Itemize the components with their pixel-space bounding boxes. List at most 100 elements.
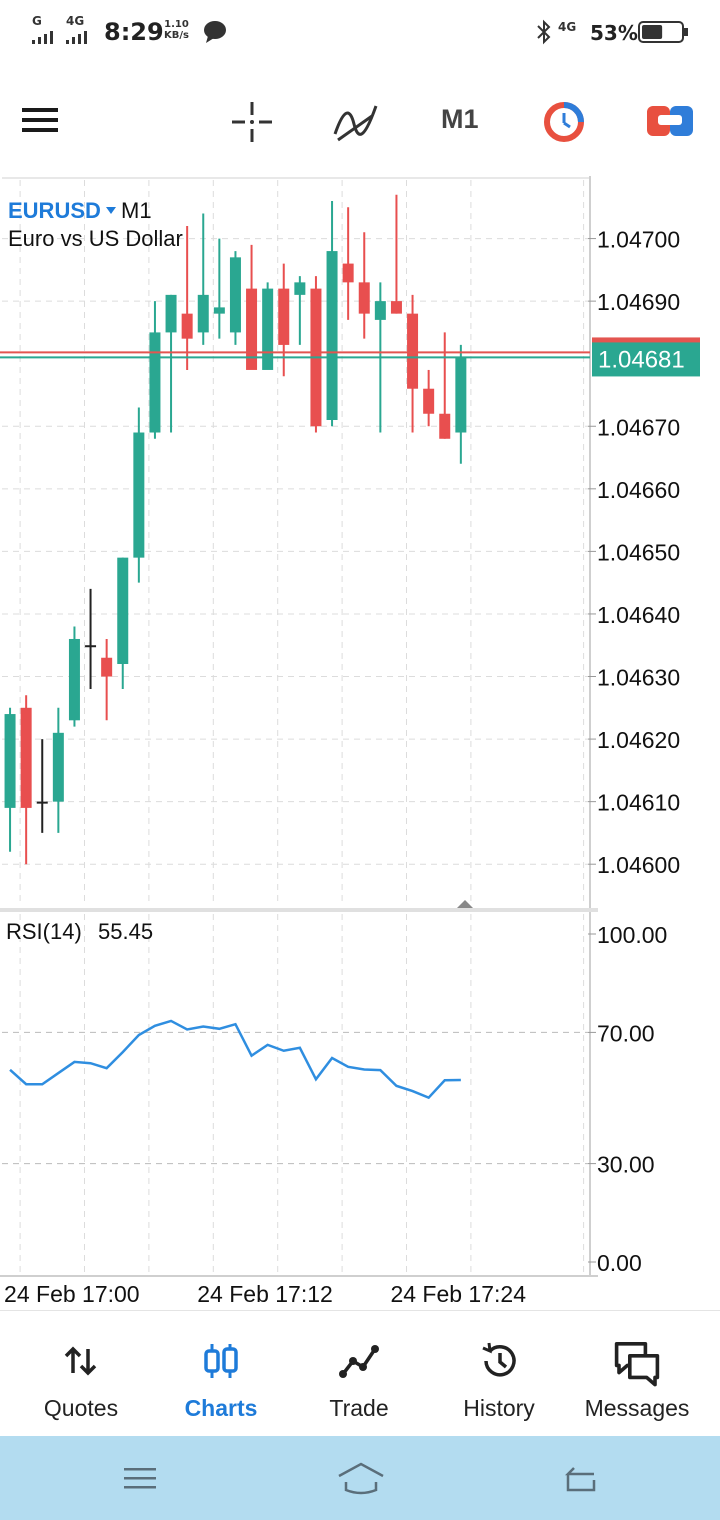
candle-body <box>342 263 354 283</box>
candle-body <box>246 288 258 370</box>
rsi-panel[interactable]: 100.00 70.00 30.00 0.00 RSI(14) 55.45 <box>0 912 667 1277</box>
nav-trade-label: Trade <box>329 1395 389 1421</box>
candle <box>36 739 48 833</box>
candle-body <box>85 645 97 648</box>
candle-body <box>455 357 467 433</box>
candle-body <box>358 282 370 314</box>
chart-area[interactable]: 1.04700 1.04690 1.04670 1.04660 1.04650 1.046… <box>0 176 720 1310</box>
candle-body <box>213 307 225 314</box>
nav-quotes[interactable]: Quotes <box>11 1311 151 1437</box>
candle <box>181 226 193 370</box>
candle-body <box>68 638 80 721</box>
candle-body <box>326 251 338 420</box>
rsi-line <box>9 1019 461 1100</box>
candle-body <box>133 432 145 558</box>
status-bar: G 4G 8:29 1.10 KB/s 4G 53% <box>0 0 720 64</box>
candle <box>390 194 402 314</box>
candle-body <box>181 313 193 339</box>
trade-toggle-icon[interactable] <box>646 104 694 138</box>
clock-time: 8:29 <box>104 18 164 46</box>
back-icon[interactable] <box>560 1462 600 1496</box>
candle-body <box>439 413 451 439</box>
candle <box>342 207 354 320</box>
price-chart-panel[interactable]: 1.04700 1.04690 1.04670 1.04660 1.04650 1.046… <box>0 176 700 909</box>
crosshair-icon[interactable] <box>230 100 274 144</box>
candle <box>294 276 306 345</box>
nav-history-label: History <box>463 1395 535 1421</box>
speed-value: 1.10 <box>164 19 189 30</box>
candle-body <box>20 707 32 808</box>
candle-body <box>117 557 129 664</box>
network-type-2: 4G <box>66 14 85 28</box>
price-axis-label: 1.04640 <box>597 602 680 628</box>
signal-icon-2 <box>66 31 87 44</box>
nav-charts-label: Charts <box>184 1395 258 1421</box>
candle-body <box>374 301 386 320</box>
candle <box>358 232 370 339</box>
rsi-current-value: 55.45 <box>98 919 153 944</box>
candle <box>85 588 97 690</box>
candle <box>439 332 451 439</box>
price-axis-label: 1.04630 <box>597 665 680 691</box>
panel-resize-handle-icon[interactable] <box>456 900 474 909</box>
trade-icon <box>339 1345 379 1378</box>
time-axis-label: 24 Feb 17:12 <box>197 1281 333 1307</box>
symbol-dropdown-icon[interactable] <box>106 207 116 214</box>
price-axis-label: 1.04610 <box>597 790 680 816</box>
menu-icon[interactable] <box>20 104 60 136</box>
candle <box>229 251 241 345</box>
chart-toolbar: M1 <box>0 76 720 168</box>
home-icon[interactable] <box>336 1460 386 1496</box>
network-speed: 1.10 KB/s <box>164 19 189 41</box>
rsi-axis-label: 70.00 <box>597 1020 655 1046</box>
candle <box>4 707 16 852</box>
battery-icon <box>638 21 688 43</box>
history-icon <box>482 1342 516 1377</box>
candle <box>52 707 64 833</box>
candle-body <box>101 657 113 677</box>
nav-quotes-label: Quotes <box>43 1395 119 1421</box>
price-axis-label: 1.04620 <box>597 727 680 753</box>
bottom-navigation: Quotes Charts Trade History Messages <box>0 1310 720 1437</box>
messages-icon <box>614 1342 660 1387</box>
candle-body <box>278 288 290 345</box>
panel-divider[interactable] <box>0 908 598 912</box>
charts-icon <box>204 1344 238 1378</box>
candle <box>310 276 322 433</box>
speed-unit: KB/s <box>164 30 189 41</box>
candle-body <box>197 294 209 333</box>
quotes-icon <box>64 1346 97 1376</box>
candle <box>20 695 32 865</box>
candle-body <box>52 732 64 802</box>
candle <box>213 238 225 339</box>
price-axis-label: 1.04670 <box>597 414 680 440</box>
candle <box>165 294 177 433</box>
nav-trade[interactable]: Trade <box>289 1311 429 1437</box>
timeframe-button[interactable]: M1 <box>441 104 479 134</box>
price-axis-label: 1.04700 <box>597 227 680 253</box>
candle <box>423 369 435 427</box>
current-price-label: 1.04681 <box>598 346 685 373</box>
candle-body <box>262 288 274 370</box>
symbol-description: Euro vs US Dollar <box>8 226 183 251</box>
candle <box>149 301 161 439</box>
candle-body <box>149 332 161 433</box>
indicators-icon[interactable] <box>332 100 380 142</box>
clock-icon[interactable] <box>542 100 586 144</box>
candle-body <box>36 801 48 804</box>
network-type-1: G <box>32 14 42 28</box>
symbol-label[interactable]: EURUSD <box>8 198 101 223</box>
recent-apps-icon[interactable] <box>122 1464 158 1494</box>
symbol-timeframe-label: M1 <box>121 198 152 223</box>
candle <box>407 294 419 433</box>
candle <box>197 213 209 345</box>
time-axis-label: 24 Feb 17:24 <box>390 1281 526 1307</box>
nav-messages[interactable]: Messages <box>567 1311 707 1437</box>
candle-body <box>423 388 435 414</box>
nav-history[interactable]: History <box>429 1311 569 1437</box>
signal-icon <box>32 31 53 44</box>
candle <box>246 244 258 370</box>
battery-percent: 53% <box>590 21 638 45</box>
nav-charts[interactable]: Charts <box>151 1311 291 1437</box>
price-axis-label: 1.04660 <box>597 477 680 503</box>
